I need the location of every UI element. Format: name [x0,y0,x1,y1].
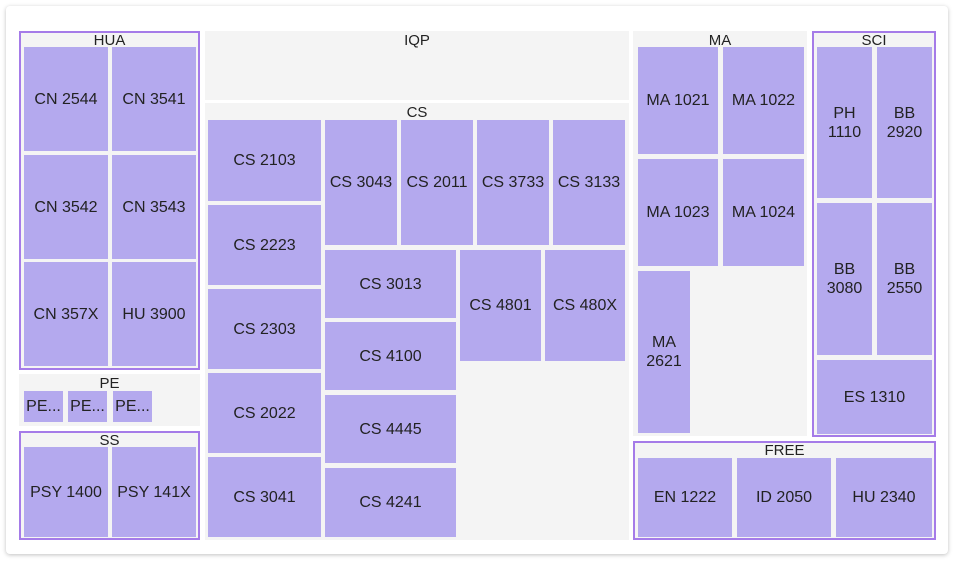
course-cell[interactable]: MA 2621 [638,271,690,433]
course-cell[interactable]: PSY 1400 [24,447,108,537]
course-cell[interactable]: CS 3041 [208,457,321,537]
course-cell[interactable]: HU 2340 [836,458,932,537]
course-cell[interactable]: HU 3900 [112,262,196,366]
course-cell[interactable]: CN 3542 [24,155,108,259]
group-label: FREE [764,442,805,459]
group-label: SCI [861,32,887,49]
course-cell[interactable]: ES 1310 [817,360,932,434]
course-cell[interactable]: CN 357X [24,262,108,366]
group-label: MA [708,32,732,49]
course-cell[interactable]: CS 3733 [477,120,549,245]
course-cell[interactable]: PSY 141X [112,447,196,537]
course-cell[interactable]: CS 4241 [325,468,456,537]
course-cell[interactable]: PE... [113,391,152,422]
course-cell[interactable]: MA 1023 [638,159,718,266]
course-cell[interactable]: CS 4445 [325,395,456,463]
group-label: IQP [404,32,430,49]
course-cell[interactable]: CS 3013 [325,250,456,318]
group-label: SS [99,432,120,449]
course-cell[interactable]: CS 3043 [325,120,397,245]
course-cell[interactable]: BB 2550 [877,203,932,355]
course-cell[interactable]: MA 1024 [723,159,804,266]
group-label: HUA [93,32,126,49]
course-cell[interactable]: BB 3080 [817,203,872,355]
course-cell[interactable]: CS 2022 [208,373,321,453]
course-cell[interactable]: CS 2011 [401,120,473,245]
group-label: CS [406,104,428,121]
course-cell[interactable]: CS 4100 [325,322,456,390]
course-cell[interactable]: CN 2544 [24,47,108,151]
course-group: IQP [205,31,629,100]
course-cell[interactable]: CN 3543 [112,155,196,259]
course-cell[interactable]: CS 2223 [208,205,321,285]
course-cell[interactable]: PE... [68,391,107,422]
course-cell[interactable]: CS 2103 [208,120,321,201]
course-cell[interactable]: CN 3541 [112,47,196,151]
course-cell[interactable]: PH 1110 [817,47,872,198]
course-cell[interactable]: MA 1021 [638,47,718,154]
course-cell[interactable]: CS 480X [545,250,625,361]
course-cell[interactable]: CS 2303 [208,289,321,369]
group-label: PE [99,375,120,392]
course-cell[interactable]: ID 2050 [737,458,831,537]
course-cell[interactable]: CS 4801 [460,250,541,361]
course-cell[interactable]: MA 1022 [723,47,804,154]
course-cell[interactable]: BB 2920 [877,47,932,198]
course-cell[interactable]: CS 3133 [553,120,625,245]
course-cell[interactable]: PE... [24,391,63,422]
course-cell[interactable]: EN 1222 [638,458,732,537]
